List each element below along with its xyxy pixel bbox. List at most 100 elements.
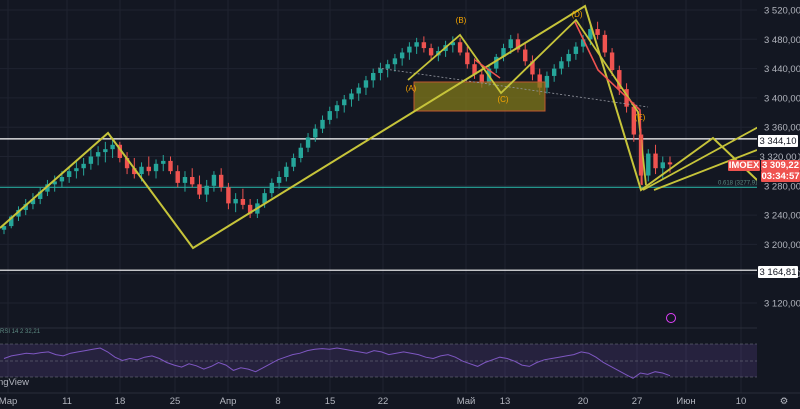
candle (472, 64, 477, 75)
candle (465, 52, 470, 65)
brand-text: ngView (0, 377, 29, 388)
candle (544, 75, 550, 88)
x-tick-label: 13 (500, 396, 511, 407)
candle (81, 163, 86, 169)
candle (284, 166, 289, 178)
candle (523, 49, 528, 62)
fib-label: 0.618 (3277,91) (718, 180, 760, 186)
info-icon (666, 313, 676, 323)
price-tag-label: 3 320,00 (760, 152, 797, 163)
candle (537, 74, 542, 88)
candle (320, 119, 325, 129)
candle (313, 128, 318, 138)
levels: 0.618 (3277,91) (0, 138, 760, 271)
price-tag-bg (761, 160, 800, 171)
candle (204, 185, 209, 195)
x-tick-label: 25 (170, 396, 181, 407)
wave-zigzag (0, 4, 758, 250)
candle (132, 168, 137, 175)
candle (298, 147, 304, 158)
candle (450, 42, 456, 46)
candle (276, 177, 282, 183)
candle (479, 74, 484, 84)
candle (291, 157, 296, 167)
candle (175, 171, 180, 183)
candle (110, 144, 115, 150)
x-tick-label: 11 (62, 396, 72, 407)
candle (385, 64, 390, 69)
x-tick-label: Мар (0, 396, 17, 407)
abc-wave (407, 18, 647, 186)
red-fall (574, 21, 643, 186)
candle (139, 166, 144, 175)
candle (182, 177, 188, 183)
dashed-trendline (377, 67, 649, 108)
y-tick-label: 3 280,00 (764, 181, 800, 192)
y-tick-label: 3 120,00 (764, 299, 800, 310)
candle (631, 106, 637, 135)
candle (566, 53, 571, 62)
candle (211, 174, 217, 186)
wave-label: (E) (635, 113, 646, 122)
price-tag-label: 03:34:57 (761, 171, 799, 182)
candle (508, 39, 513, 49)
candle (197, 184, 202, 195)
candle (247, 204, 253, 214)
candle (494, 56, 499, 69)
candle (646, 153, 651, 176)
candle (66, 171, 72, 178)
x-tick-label: 27 (632, 396, 643, 407)
y-tick-label: 3 520,00 (764, 6, 800, 17)
wave-label: (A) (406, 84, 417, 93)
candle (334, 105, 340, 112)
candle (262, 193, 267, 204)
candle (124, 157, 130, 169)
rsi-line (3, 347, 671, 379)
price-tag-bg (758, 266, 798, 278)
x-tick-label: 18 (115, 396, 126, 407)
y-tick-label: 3 240,00 (764, 211, 800, 222)
candle (342, 99, 347, 106)
x-tick-label: Июн (676, 396, 695, 407)
y-axis-bg (757, 0, 800, 393)
wave-label: (C) (497, 95, 508, 104)
candle (269, 182, 275, 194)
x-tick-label: Май (457, 396, 476, 407)
candle (161, 160, 166, 164)
candle (153, 163, 159, 172)
y-tick-label: 3 400,00 (764, 93, 800, 104)
candle (52, 181, 57, 185)
candle (370, 72, 376, 81)
candle (168, 160, 173, 172)
candle (23, 204, 28, 210)
candle (378, 68, 383, 73)
price-tag-bg (728, 160, 760, 171)
candle (226, 187, 231, 204)
y-tick-label: 3 200,00 (764, 240, 800, 251)
candle (9, 216, 14, 227)
wedge-lower (653, 149, 758, 191)
red-segment (474, 59, 501, 79)
y-tick-label: 3 360,00 (764, 123, 800, 134)
candle (146, 166, 151, 172)
candle (580, 39, 586, 47)
candle (428, 48, 434, 56)
candle (59, 177, 65, 182)
candle (588, 29, 593, 40)
wave-label: (D) (571, 10, 582, 19)
candle (667, 162, 673, 165)
candle (515, 39, 521, 50)
candle (349, 93, 354, 100)
candle (218, 174, 224, 188)
x-tick-label: 20 (578, 396, 589, 407)
candle (305, 137, 311, 148)
rsi-band (0, 344, 757, 377)
candle (95, 152, 101, 157)
x-tick-label: 15 (325, 396, 336, 407)
candle (399, 52, 405, 59)
candle (45, 184, 50, 192)
candle (37, 191, 43, 199)
candle (117, 144, 123, 158)
